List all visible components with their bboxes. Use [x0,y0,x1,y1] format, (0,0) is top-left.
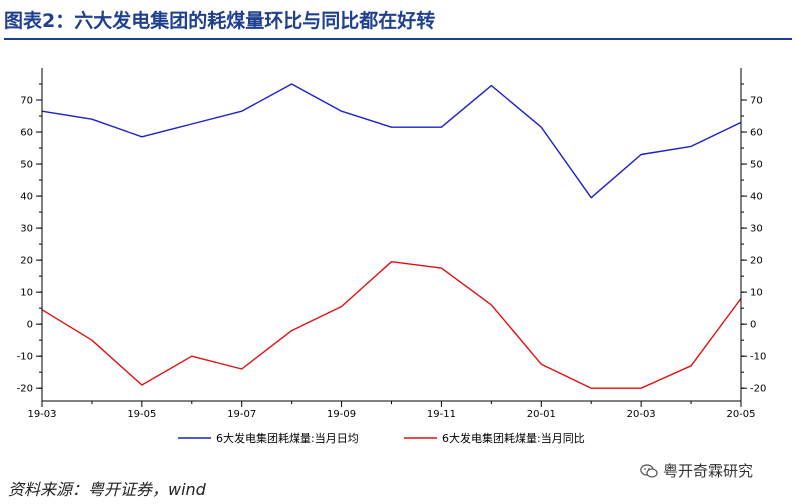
watermark-text: 粤开奇霖研究 [663,462,754,480]
y-tick-label-right: -20 [750,384,766,395]
y-tick-label-left: 70 [20,96,33,107]
y-tick-label-left: 10 [20,288,33,299]
legend-label-1: 6大发电集团耗煤量:当月日均 [216,431,359,445]
y-tick-label-left: 20 [20,256,33,267]
y-tick-label-right: 40 [750,192,763,203]
y-tick-label-right: 10 [750,288,763,299]
title-underline [4,38,792,40]
x-tick-label: 19-07 [227,409,256,420]
wechat-icon [640,463,658,478]
series-line-2 [41,260,742,389]
plot-area [41,83,742,389]
y-tick-label-left: 0 [27,320,33,331]
x-tick-label: 20-01 [527,409,556,420]
y-tick-label-right: 0 [750,320,756,331]
x-tick-label: 19-03 [27,409,56,420]
y-tick-label-left: 40 [20,192,33,203]
x-tick-label: 20-03 [627,409,656,420]
y-tick-label-left: 50 [20,160,33,171]
y-tick-label-right: 20 [750,256,763,267]
y-tick-label-right: -10 [750,352,766,363]
x-tick-label: 19-05 [127,409,156,420]
y-tick-label-right: 70 [750,96,763,107]
line-chart: -20 -20 -10 -10 0 0 10 10 20 20 30 30 40 40 50 50 60 60 70… [0,40,797,465]
y-tick-label-right: 30 [750,224,763,235]
x-tick-label: 19-11 [427,409,456,420]
legend-label-2: 6大发电集团耗煤量:当月同比 [442,431,585,445]
source-note: 资料来源：粤开证券，wind [8,480,206,499]
figure-title: 图表2：六大发电集团的耗煤量环比与同比都在好转 [4,10,436,32]
legend: 6大发电集团耗煤量:当月日均 6大发电集团耗煤量:当月同比 [178,431,585,445]
y-tick-label-left: 30 [20,224,33,235]
x-tick-label: 20-05 [726,409,755,420]
watermark: 粤开奇霖研究 [640,460,753,481]
axes: -20 -20 -10 -10 0 0 10 10 20 20 30 30 40 40 50 50 60 60 70… [17,68,766,420]
y-tick-label-left: 60 [20,128,33,139]
y-tick-label-left: -10 [17,352,33,363]
y-tick-label-right: 60 [750,128,763,139]
x-tick-label: 19-09 [327,409,356,420]
y-tick-label-left: -20 [17,384,33,395]
y-tick-label-right: 50 [750,160,763,171]
series-line-1 [41,83,742,199]
